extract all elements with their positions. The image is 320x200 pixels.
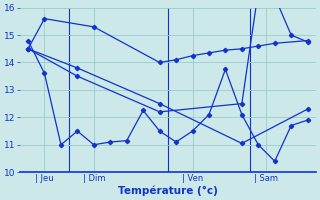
- X-axis label: Température (°c): Température (°c): [118, 185, 218, 196]
